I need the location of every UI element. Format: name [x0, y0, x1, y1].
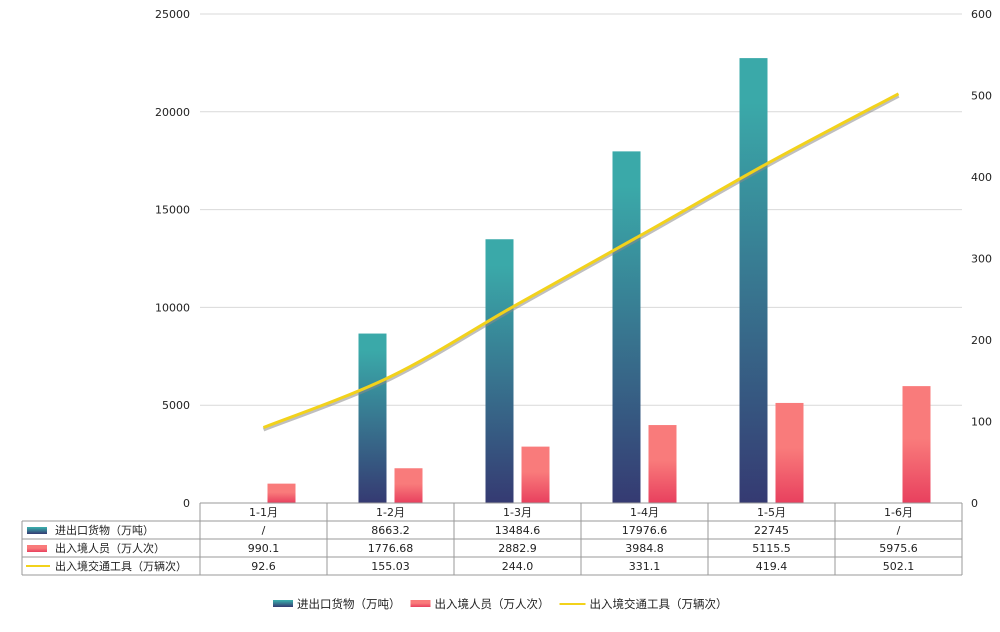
- bar-cargo-5: [739, 58, 768, 504]
- table-cell: 22745: [754, 524, 789, 537]
- table-legend-key: [27, 545, 47, 552]
- category-label: 1-6月: [884, 506, 913, 519]
- category-label: 1-2月: [376, 506, 405, 519]
- bars: [267, 58, 931, 504]
- table-cell: 5975.6: [879, 542, 918, 555]
- table-series-label: 进出口货物（万吨）: [55, 523, 154, 537]
- right-tick-label: 100: [971, 416, 992, 429]
- line-point-6: [897, 92, 900, 95]
- left-tick-label: 10000: [155, 301, 190, 314]
- legend-key: [410, 600, 431, 607]
- left-tick-label: 15000: [155, 204, 190, 217]
- right-tick-label: 400: [971, 171, 992, 184]
- bar-cargo-4: [612, 151, 641, 504]
- right-axis: 0 100 200 300 400 500 600: [971, 8, 992, 510]
- legend-label: 出入境交通工具（万辆次）: [590, 597, 728, 611]
- legend: 进出口货物（万吨） 出入境人员（万人次） 出入境交通工具（万辆次）: [273, 597, 728, 611]
- table-cell: 3984.8: [625, 542, 664, 555]
- right-tick-label: 0: [971, 497, 978, 510]
- table-cell: 2882.9: [498, 542, 537, 555]
- table-cell: 502.1: [883, 560, 915, 573]
- line-shadow: [262, 94, 900, 432]
- bar-people-1: [267, 483, 296, 503]
- left-tick-label: 0: [183, 497, 190, 510]
- table-cell: 17976.6: [622, 524, 668, 537]
- line-series: [262, 92, 900, 432]
- bar-cargo-2: [358, 333, 387, 503]
- table-cell: 13484.6: [495, 524, 541, 537]
- left-tick-label: 20000: [155, 106, 190, 119]
- left-axis: 0 5000 10000 15000 20000 25000: [155, 8, 190, 510]
- legend-key: [273, 600, 293, 607]
- category-label: 1-1月: [249, 506, 278, 519]
- line-point-2: [389, 375, 392, 378]
- table-legend-key: [27, 527, 47, 534]
- right-tick-label: 600: [971, 8, 992, 21]
- table-cell: 244.0: [502, 560, 534, 573]
- table-cell: 155.03: [371, 560, 410, 573]
- right-tick-label: 300: [971, 253, 992, 266]
- line-vehicles: [262, 92, 900, 429]
- bar-people-6: [902, 386, 931, 503]
- table-cell: 5115.5: [752, 542, 791, 555]
- table-cell: 8663.2: [371, 524, 410, 537]
- line-point-1: [262, 426, 265, 429]
- bar-people-5: [775, 402, 804, 503]
- right-tick-label: 500: [971, 90, 992, 103]
- gridlines: [200, 13, 962, 406]
- table-cell: 92.6: [251, 560, 276, 573]
- category-label: 1-3月: [503, 506, 532, 519]
- legend-label: 出入境人员（万人次）: [435, 597, 550, 611]
- left-tick-label: 25000: [155, 8, 190, 21]
- bar-people-3: [521, 446, 550, 503]
- bar-people-4: [648, 425, 677, 503]
- category-label: 1-5月: [757, 506, 786, 519]
- line-point-5: [770, 160, 773, 163]
- table-cell: 419.4: [756, 560, 788, 573]
- table-series-label: 出入境人员（万人次）: [55, 541, 165, 555]
- bar-cargo-3: [485, 239, 514, 504]
- left-tick-label: 5000: [162, 399, 190, 412]
- right-tick-label: 200: [971, 334, 992, 347]
- legend-label: 进出口货物（万吨）: [297, 597, 401, 611]
- table-cell: 990.1: [248, 542, 280, 555]
- table-cell: /: [897, 524, 901, 537]
- table-series-label: 出入境交通工具（万辆次）: [55, 559, 187, 573]
- table-cell: 1776.68: [368, 542, 414, 555]
- table-cell: 331.1: [629, 560, 661, 573]
- line-point-4: [643, 232, 646, 235]
- category-label: 1-4月: [630, 506, 659, 519]
- table-cell: /: [262, 524, 266, 537]
- bar-people-2: [394, 468, 423, 503]
- line-point-3: [516, 303, 519, 306]
